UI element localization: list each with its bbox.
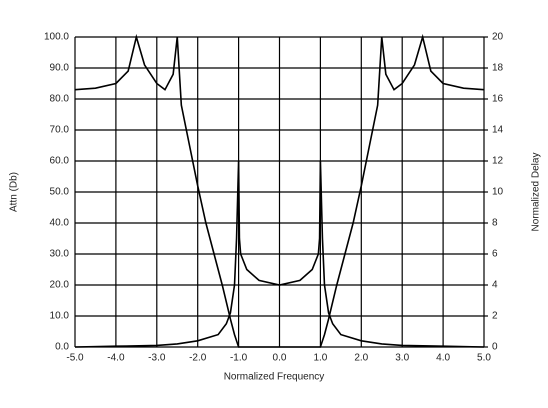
x-tick-label: 3.0: [395, 353, 409, 364]
y2-tick-label: 6: [492, 249, 498, 260]
x-axis-title: Normalized Frequency: [224, 372, 325, 383]
x-tick-label: -4.0: [107, 353, 125, 364]
y-tick-label: 40.0: [50, 218, 70, 229]
x-tick-label: 5.0: [477, 353, 491, 364]
data-line: [74, 33, 485, 348]
y-axis-title: Attn (Db): [9, 172, 20, 212]
y2-tick-label: 12: [492, 156, 504, 167]
data-line: [74, 160, 485, 348]
x-tick-label: -5.0: [66, 353, 84, 364]
y2-tick-label: 4: [492, 280, 498, 291]
y-tick-label: 10.0: [50, 311, 70, 322]
x-tick-label: 0.0: [273, 353, 287, 364]
y2-tick-label: 18: [492, 63, 504, 74]
y-tick-label: 90.0: [50, 63, 70, 74]
y-tick-label: 50.0: [50, 187, 70, 198]
x-tick-label: 1.0: [313, 353, 327, 364]
y-tick-label: 80.0: [50, 94, 70, 105]
y2-axis-title: Normalized Delay: [531, 153, 542, 232]
y-tick-label: 30.0: [50, 249, 70, 260]
y2-tick-label: 14: [492, 125, 504, 136]
y2-tick-label: 16: [492, 94, 504, 105]
x-tick-label: -1.0: [230, 353, 248, 364]
y2-tick-label: 2: [492, 311, 498, 322]
y-tick-label: 100.0: [44, 32, 69, 43]
y2-tick-label: 10: [492, 187, 504, 198]
y-tick-label: 0.0: [55, 342, 69, 353]
y-tick-label: 60.0: [50, 156, 70, 167]
x-tick-label: 2.0: [354, 353, 368, 364]
x-tick-label: -3.0: [148, 353, 166, 364]
y2-tick-label: 8: [492, 218, 498, 229]
x-tick-label: 4.0: [436, 353, 450, 364]
y-tick-label: 20.0: [50, 280, 70, 291]
y2-tick-label: 0: [492, 342, 498, 353]
x-tick-label: -2.0: [189, 353, 207, 364]
y-tick-label: 70.0: [50, 125, 70, 136]
y2-tick-label: 20: [492, 32, 504, 43]
